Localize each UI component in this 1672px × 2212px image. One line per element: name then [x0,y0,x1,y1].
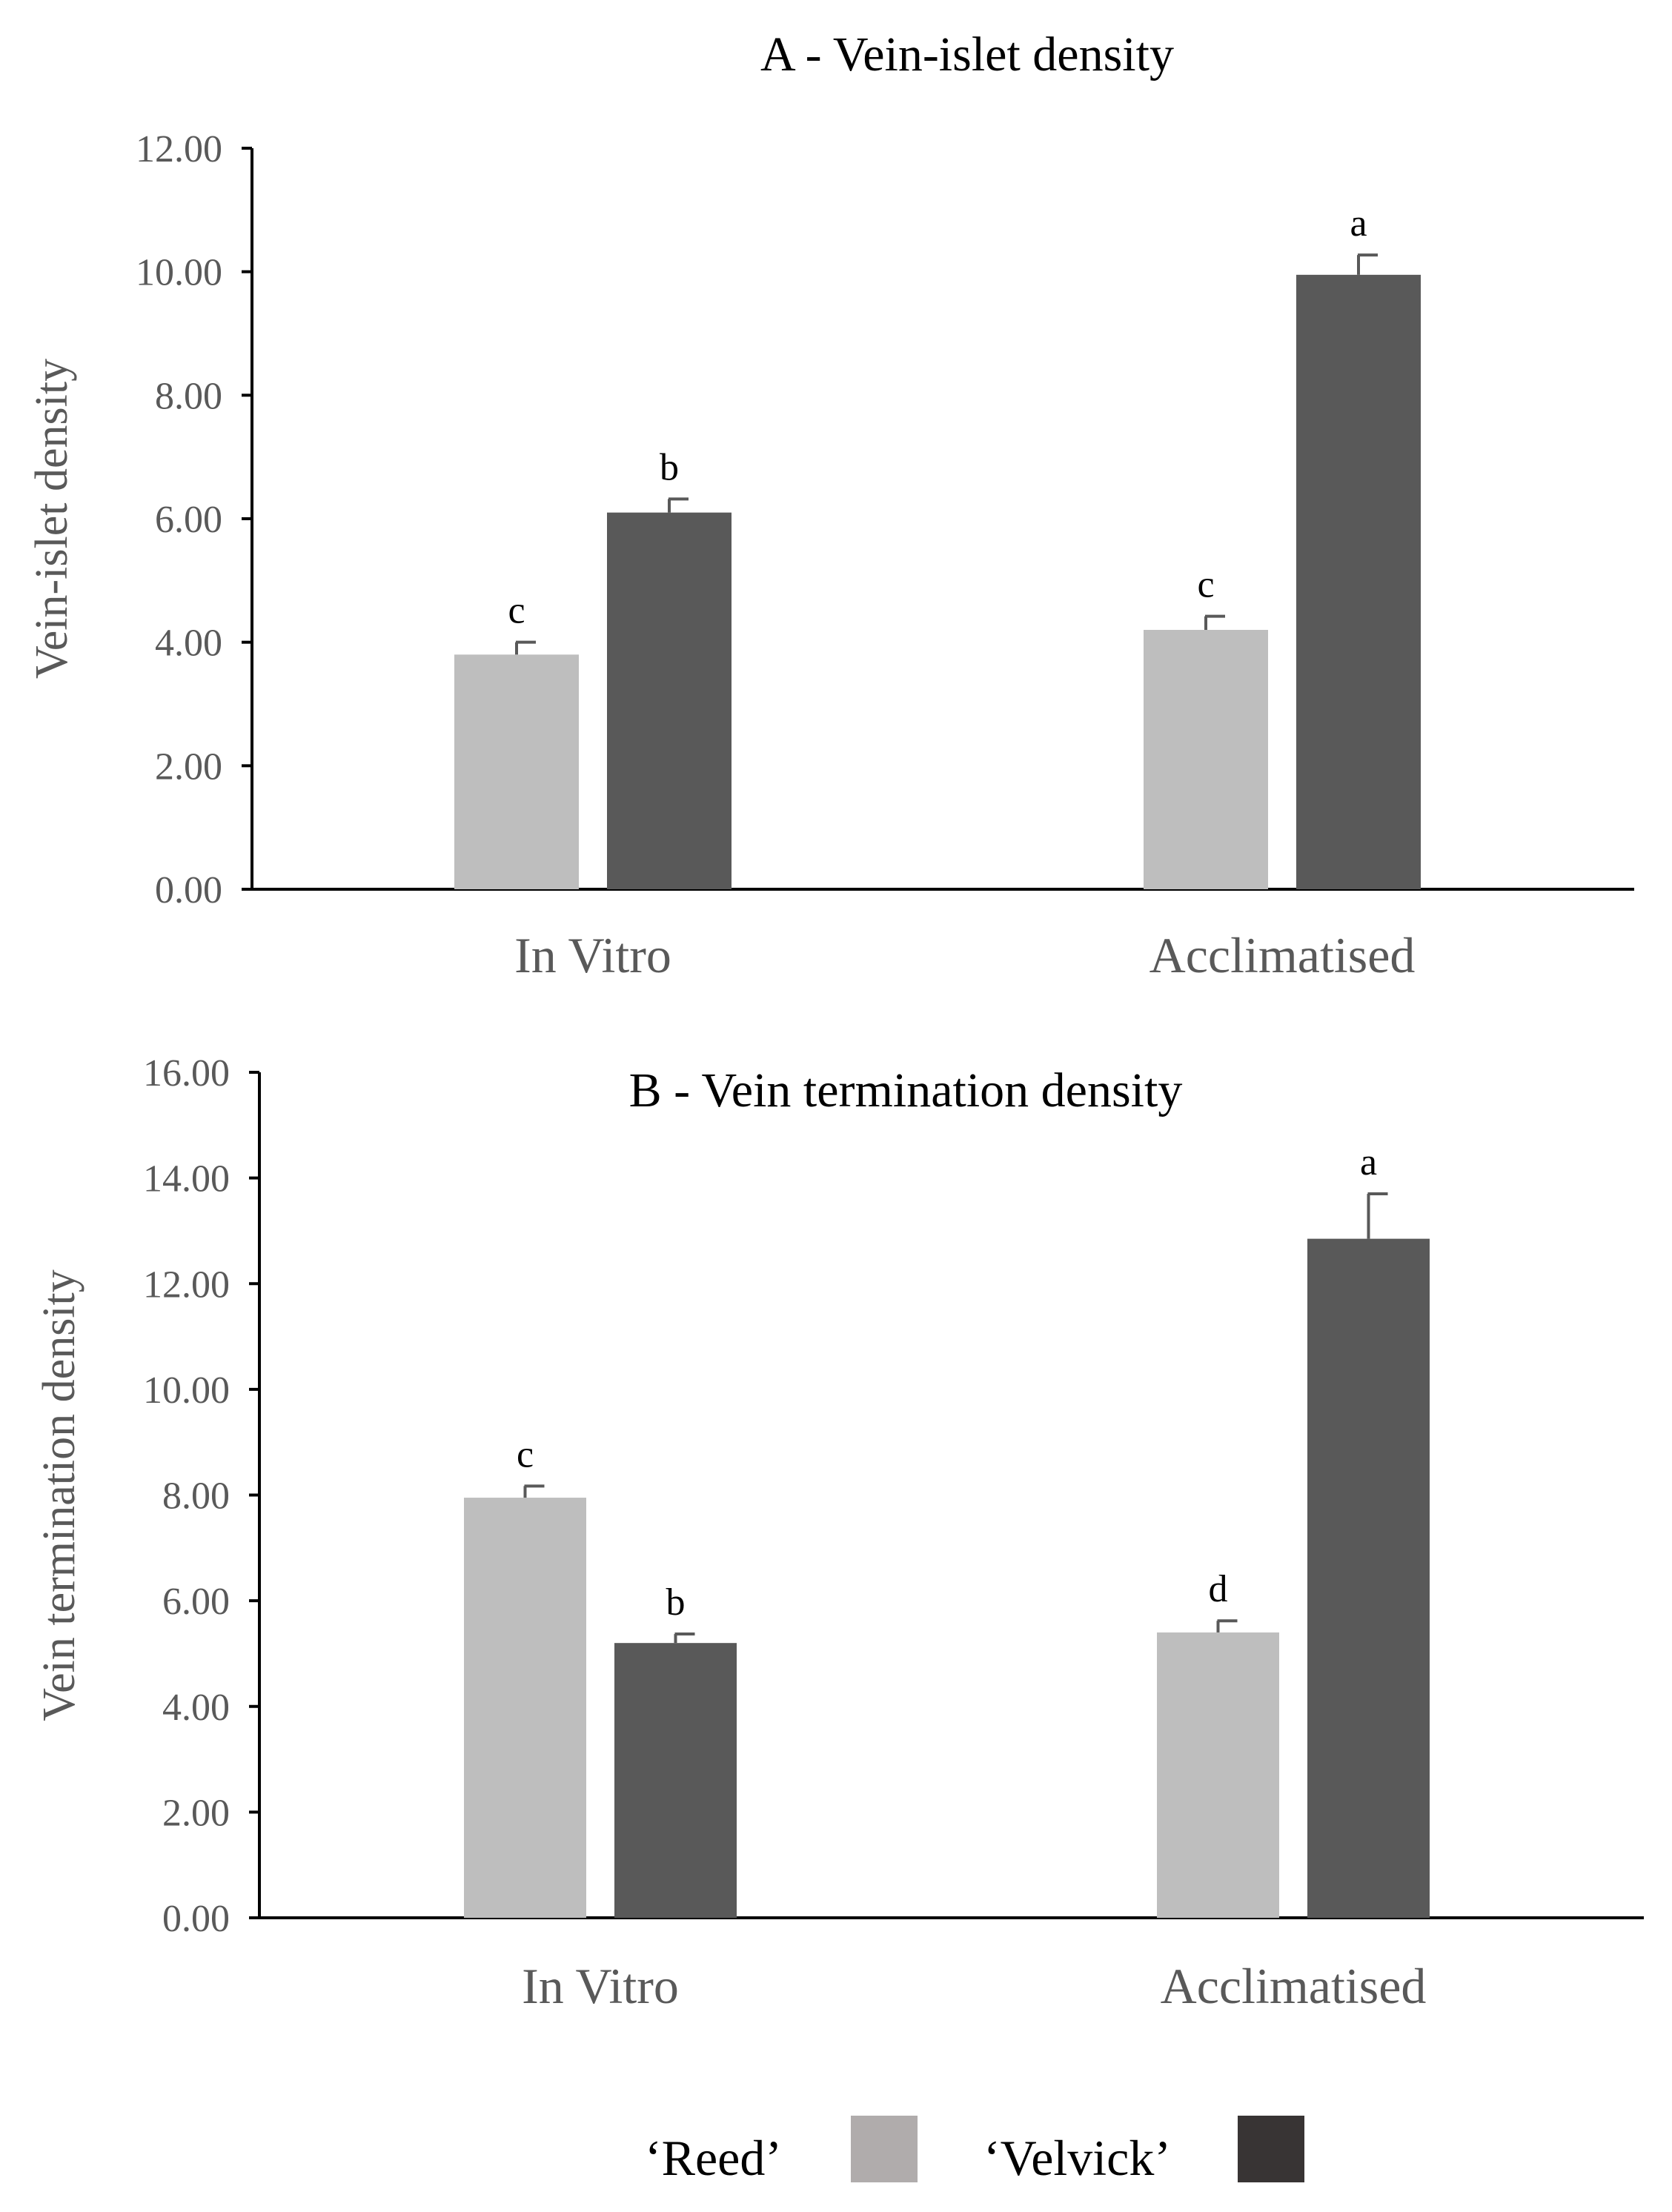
significance-letter: a [1350,202,1367,245]
y-tick-label: 6.00 [155,499,222,541]
y-axis-label: Vein-islet density [27,359,77,679]
significance-letter: c [1197,564,1214,606]
y-tick-label: 12.00 [136,128,222,170]
y-tick-label: 4.00 [162,1687,230,1729]
y-tick-label: 10.00 [143,1369,230,1412]
x-tick-label: Acclimatised [1150,927,1416,983]
y-tick-label: 10.00 [136,252,222,294]
y-tick-label: 8.00 [162,1475,230,1518]
chart-b: B - Vein termination density 0.00 2.00 4.00… [34,1052,1644,2014]
y-tick-label: 4.00 [155,622,222,665]
x-tick-label: In Vitro [514,927,671,983]
bar [1144,630,1268,889]
significance-letter: b [666,1581,686,1624]
y-tick-label: 2.00 [155,745,222,788]
y-tick-label: 6.00 [162,1581,230,1623]
bar [464,1498,586,1918]
bar [1296,274,1421,889]
y-tick-label: 16.00 [143,1052,230,1095]
significance-letter: c [508,590,525,632]
bar [607,512,732,889]
x-tick-label: Acclimatised [1161,1958,1427,2014]
legend-swatch [851,2116,918,2182]
significance-letter: d [1209,1568,1228,1610]
y-tick-label: 2.00 [162,1792,230,1834]
chart-title: B - Vein termination density [629,1063,1183,1117]
legend-label: ‘Velvick’ [983,2130,1171,2186]
chart-title: A - Vein-islet density [760,27,1174,82]
bar [614,1643,737,1918]
y-axis-label: Vein termination density [34,1269,84,1721]
significance-letter: c [517,1433,534,1475]
legend-swatch [1238,2116,1304,2182]
significance-letter: a [1360,1141,1377,1183]
bar [1157,1632,1279,1918]
y-tick-label: 14.00 [143,1158,230,1200]
x-tick-label: In Vitro [522,1958,679,2014]
legend: ‘Reed’ ‘Velvick’ [645,2116,1304,2186]
bar [454,654,579,889]
bar [1307,1238,1430,1918]
y-tick-label: 12.00 [143,1263,230,1306]
y-tick-label: 0.00 [162,1898,230,1940]
legend-label: ‘Reed’ [645,2130,782,2186]
y-tick-label: 0.00 [155,869,222,911]
significance-letter: b [660,446,679,488]
y-tick-label: 8.00 [155,375,222,417]
chart-a: A - Vein-islet density 0.00 2.00 4.00 6.00 8.… [27,27,1634,983]
